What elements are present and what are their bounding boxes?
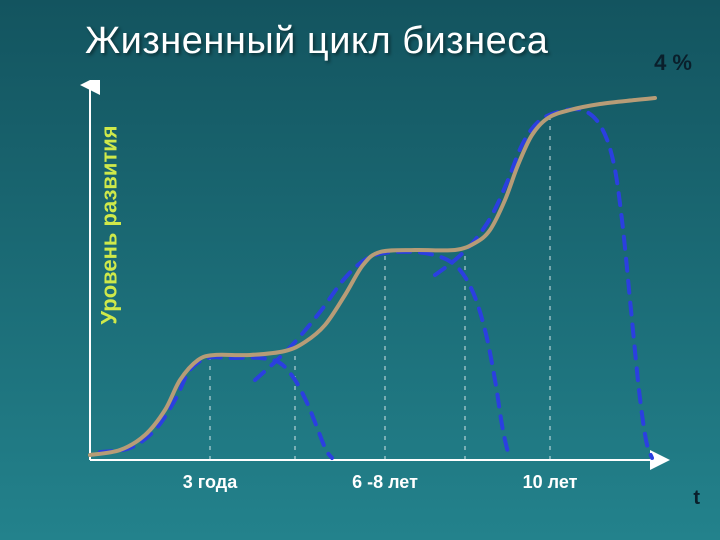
x-tick-label: 10 лет: [523, 472, 578, 493]
slide: Жизненный цикл бизнеса Уровень развития …: [0, 0, 720, 540]
axes: [90, 85, 660, 460]
percent-annotation: 4 %: [654, 50, 692, 76]
x-tick-label: 6 -8 лет: [352, 472, 418, 493]
x-axis-label: t: [693, 487, 700, 510]
x-tick-label: 3 года: [183, 472, 237, 493]
slide-title: Жизненный цикл бизнеса: [85, 20, 548, 63]
dashed-curves-group: [100, 109, 652, 458]
chart-svg: [80, 80, 680, 480]
